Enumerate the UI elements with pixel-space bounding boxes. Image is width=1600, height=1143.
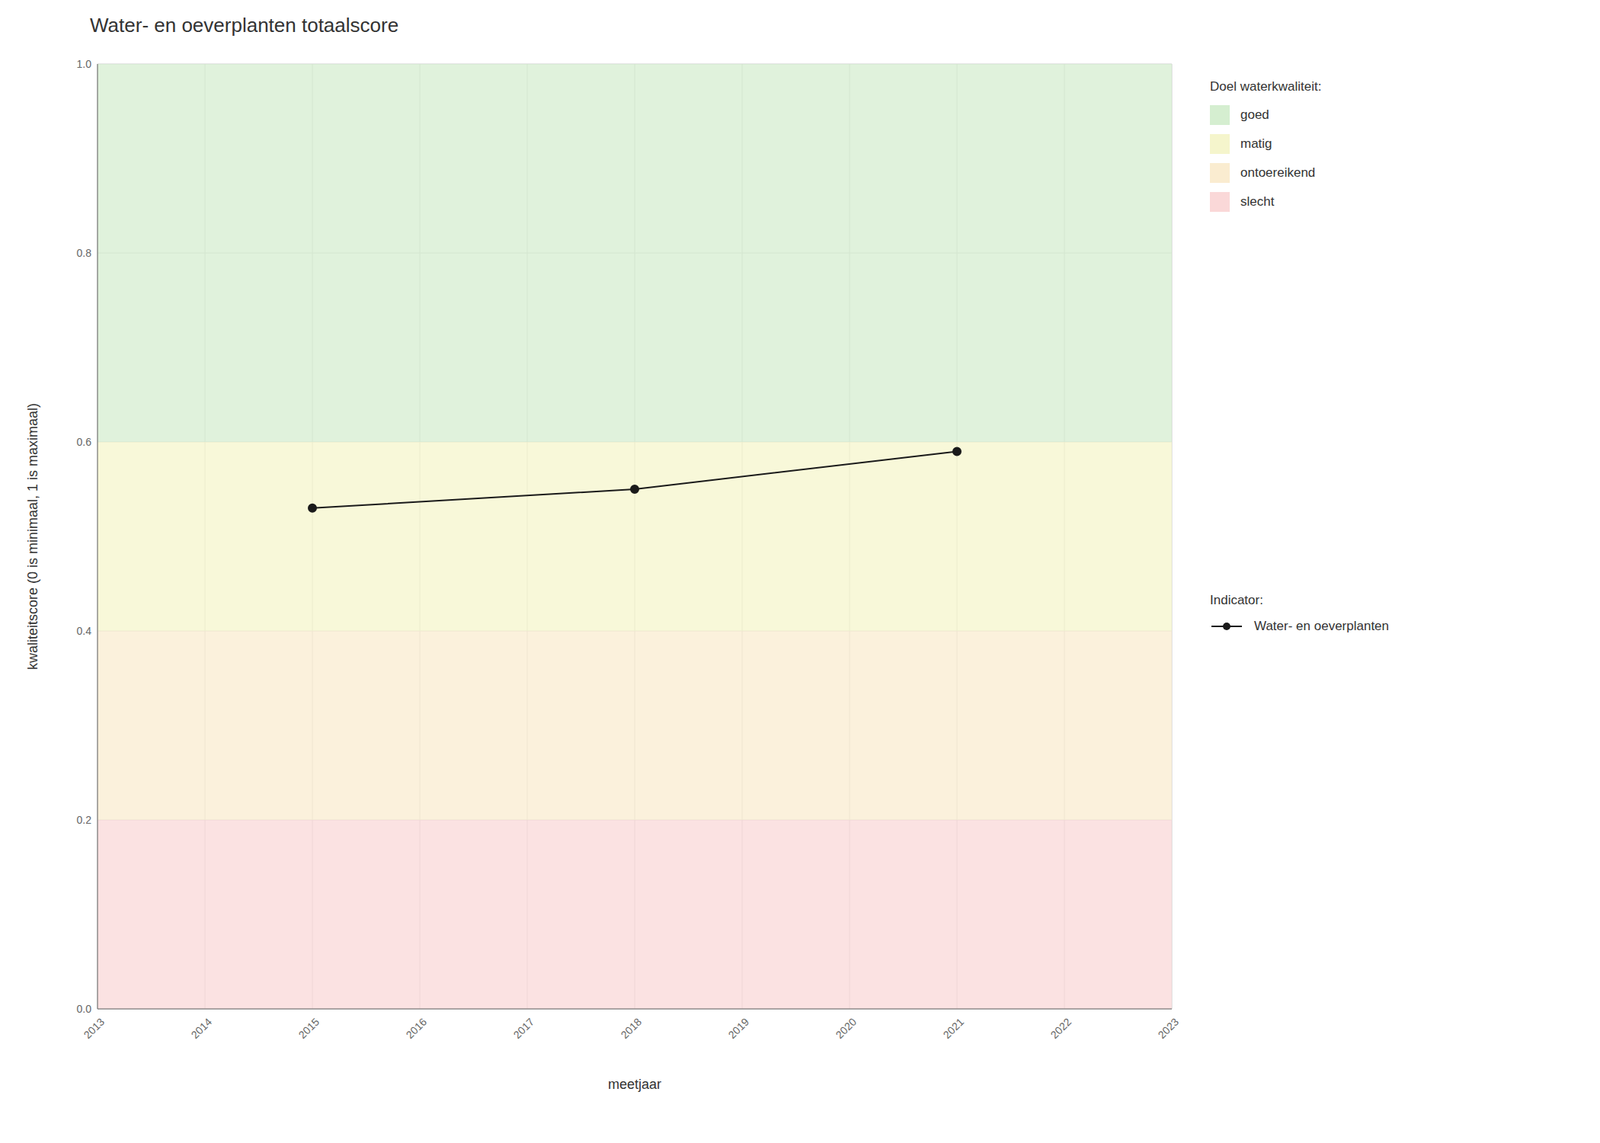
html-text:Doel waterkwaliteit:: Doel waterkwaliteit:: [1209, 79, 1322, 94]
svg-text:kwaliteitscore (0 is minimaal,: kwaliteitscore (0 is minimaal, 1 is maxi…: [25, 403, 41, 670]
svg-text:0.2: 0.2: [76, 813, 93, 826]
svg-text:2014: 2014: [188, 1015, 215, 1041]
html-text:matig: matig: [1240, 136, 1273, 151]
html-text:ontoereikend: ontoereikend: [1240, 165, 1316, 180]
svg-text:2017: 2017: [511, 1015, 537, 1041]
svg-text:0.0: 0.0: [76, 1002, 93, 1015]
html-text:Water- en oeverplanten totaals: Water- en oeverplanten totaalscore: [89, 13, 399, 37]
svg-text:2018: 2018: [618, 1015, 644, 1041]
svg-text:0.4: 0.4: [76, 624, 93, 637]
svg-text:2019: 2019: [726, 1015, 752, 1041]
svg-text:0.6: 0.6: [76, 435, 93, 448]
svg-text:2023: 2023: [1155, 1015, 1181, 1041]
svg-text:2016: 2016: [403, 1015, 429, 1041]
html-text:goed: goed: [1240, 107, 1270, 122]
html-text:Water- en oeverplanten: Water- en oeverplanten: [1254, 618, 1389, 634]
svg-text:2013: 2013: [81, 1015, 107, 1041]
svg-text:2021: 2021: [940, 1015, 967, 1041]
svg-text:2022: 2022: [1048, 1015, 1074, 1041]
svg-text:meetjaar: meetjaar: [608, 1076, 662, 1092]
svg-text:2020: 2020: [833, 1015, 859, 1041]
svg-text:1.0: 1.0: [76, 57, 93, 71]
html-text:slecht: slecht: [1240, 194, 1275, 209]
svg-text:0.8: 0.8: [76, 246, 93, 260]
svg-text:2015: 2015: [296, 1015, 322, 1041]
html-text:Indicator:: Indicator:: [1209, 592, 1264, 608]
